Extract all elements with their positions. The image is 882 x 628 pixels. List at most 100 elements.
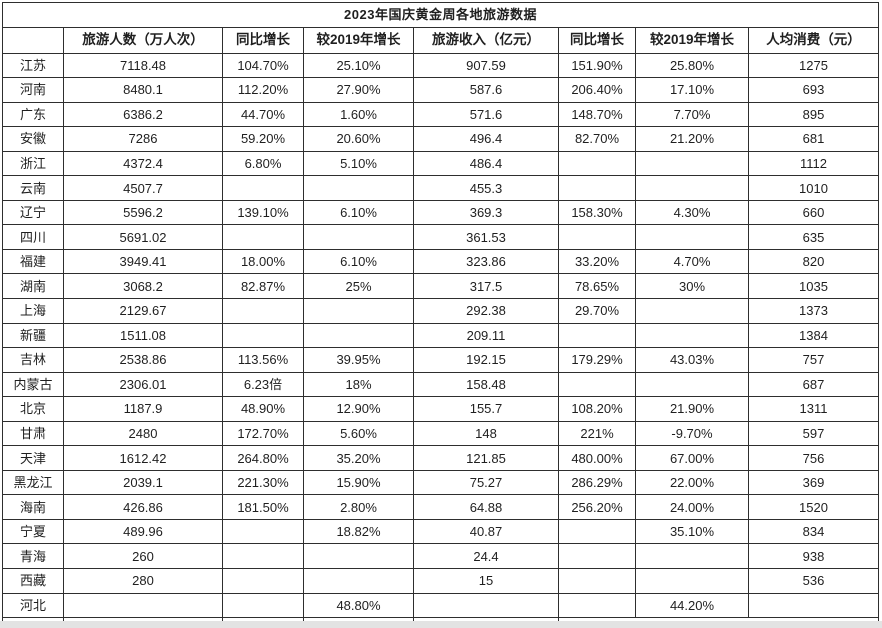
province-label-cell[interactable]: 上海 (2, 298, 64, 324)
data-cell[interactable]: 1520 (748, 494, 879, 520)
data-cell[interactable]: 1511.08 (63, 322, 223, 349)
data-cell[interactable]: 369 (748, 469, 879, 496)
data-cell[interactable]: 2306.01 (63, 371, 223, 398)
data-cell[interactable]: 4507.7 (63, 175, 223, 201)
data-cell[interactable]: 20.60% (303, 126, 414, 152)
province-label-cell[interactable]: 广东 (2, 101, 64, 128)
data-cell[interactable]: 7.70% (635, 101, 749, 128)
data-cell[interactable] (635, 298, 749, 324)
data-cell[interactable]: 7118.48 (63, 52, 223, 79)
data-cell[interactable]: 489.96 (63, 518, 223, 545)
data-cell[interactable] (635, 322, 749, 349)
data-cell[interactable] (558, 543, 636, 570)
data-cell[interactable] (63, 592, 223, 619)
data-cell[interactable]: 587.6 (413, 77, 559, 103)
data-cell[interactable]: 571.6 (413, 101, 559, 128)
data-cell[interactable]: 43.03% (635, 347, 749, 373)
data-cell[interactable]: 82.87% (222, 273, 304, 300)
data-cell[interactable]: 192.15 (413, 347, 559, 373)
data-cell[interactable]: 48.80% (303, 592, 414, 619)
data-cell[interactable] (558, 592, 636, 619)
data-cell[interactable]: 121.85 (413, 445, 559, 471)
data-cell[interactable]: 1275 (748, 52, 879, 79)
data-cell[interactable]: 59.20% (222, 126, 304, 152)
data-cell[interactable]: 29.70% (558, 298, 636, 324)
data-cell[interactable]: 264.80% (222, 445, 304, 471)
data-cell[interactable] (222, 175, 304, 201)
province-label-cell[interactable]: 海南 (2, 494, 64, 520)
data-cell[interactable]: 1612.42 (63, 445, 223, 471)
data-cell[interactable]: 148.70% (558, 101, 636, 128)
province-label-cell[interactable]: 新疆 (2, 322, 64, 349)
data-cell[interactable]: 1010 (748, 175, 879, 201)
corner-header-cell[interactable] (2, 26, 64, 54)
data-cell[interactable]: 172.70% (222, 420, 304, 447)
province-label-cell[interactable]: 云南 (2, 175, 64, 201)
column-header[interactable]: 旅游收入（亿元） (413, 26, 559, 54)
data-cell[interactable]: 25% (303, 273, 414, 300)
data-cell[interactable]: 3949.41 (63, 248, 223, 275)
data-cell[interactable]: 635 (748, 224, 879, 250)
data-cell[interactable] (222, 518, 304, 545)
data-cell[interactable] (558, 518, 636, 545)
data-cell[interactable]: 4.30% (635, 199, 749, 226)
data-cell[interactable]: 35.10% (635, 518, 749, 545)
data-cell[interactable]: 108.20% (558, 396, 636, 422)
data-cell[interactable] (303, 175, 414, 201)
data-cell[interactable]: 820 (748, 248, 879, 275)
data-cell[interactable]: 221.30% (222, 469, 304, 496)
data-cell[interactable]: 834 (748, 518, 879, 545)
data-cell[interactable] (222, 298, 304, 324)
column-header[interactable]: 较2019年增长 (303, 26, 414, 54)
data-cell[interactable] (748, 592, 879, 619)
data-cell[interactable]: 21.90% (635, 396, 749, 422)
data-cell[interactable] (558, 175, 636, 201)
data-cell[interactable]: 260 (63, 543, 223, 570)
data-cell[interactable]: 18.82% (303, 518, 414, 545)
data-cell[interactable]: 687 (748, 371, 879, 398)
data-cell[interactable]: 1373 (748, 298, 879, 324)
data-cell[interactable]: 40.87 (413, 518, 559, 545)
data-cell[interactable]: 426.86 (63, 494, 223, 520)
data-cell[interactable]: 5691.02 (63, 224, 223, 250)
data-cell[interactable] (303, 322, 414, 349)
data-cell[interactable]: 938 (748, 543, 879, 570)
province-label-cell[interactable]: 内蒙古 (2, 371, 64, 398)
data-cell[interactable]: 2.80% (303, 494, 414, 520)
data-cell[interactable]: 44.70% (222, 101, 304, 128)
data-cell[interactable]: 2129.67 (63, 298, 223, 324)
data-cell[interactable] (635, 371, 749, 398)
data-cell[interactable]: 158.30% (558, 199, 636, 226)
data-cell[interactable] (558, 224, 636, 250)
data-cell[interactable]: 8480.1 (63, 77, 223, 103)
data-cell[interactable]: 1112 (748, 150, 879, 177)
data-cell[interactable]: 5596.2 (63, 199, 223, 226)
data-cell[interactable]: 1311 (748, 396, 879, 422)
province-label-cell[interactable]: 江苏 (2, 52, 64, 79)
data-cell[interactable]: 75.27 (413, 469, 559, 496)
data-cell[interactable]: 2538.86 (63, 347, 223, 373)
data-cell[interactable] (558, 150, 636, 177)
data-cell[interactable]: 6386.2 (63, 101, 223, 128)
data-cell[interactable]: 25.10% (303, 52, 414, 79)
data-cell[interactable] (222, 543, 304, 570)
data-cell[interactable]: 151.90% (558, 52, 636, 79)
data-cell[interactable]: 907.59 (413, 52, 559, 79)
data-cell[interactable]: 155.7 (413, 396, 559, 422)
province-label-cell[interactable]: 河南 (2, 77, 64, 103)
province-label-cell[interactable]: 黑龙江 (2, 469, 64, 496)
data-cell[interactable]: 693 (748, 77, 879, 103)
data-cell[interactable] (303, 568, 414, 594)
province-label-cell[interactable]: 辽宁 (2, 199, 64, 226)
table-title[interactable]: 2023年国庆黄金周各地旅游数据 (2, 2, 879, 28)
data-cell[interactable]: 48.90% (222, 396, 304, 422)
data-cell[interactable]: 5.10% (303, 150, 414, 177)
data-cell[interactable]: 486.4 (413, 150, 559, 177)
data-cell[interactable] (558, 371, 636, 398)
data-cell[interactable]: 30% (635, 273, 749, 300)
province-label-cell[interactable]: 河北 (2, 592, 64, 619)
data-cell[interactable]: 25.80% (635, 52, 749, 79)
data-cell[interactable] (303, 298, 414, 324)
province-label-cell[interactable]: 西藏 (2, 568, 64, 594)
data-cell[interactable]: 44.20% (635, 592, 749, 619)
